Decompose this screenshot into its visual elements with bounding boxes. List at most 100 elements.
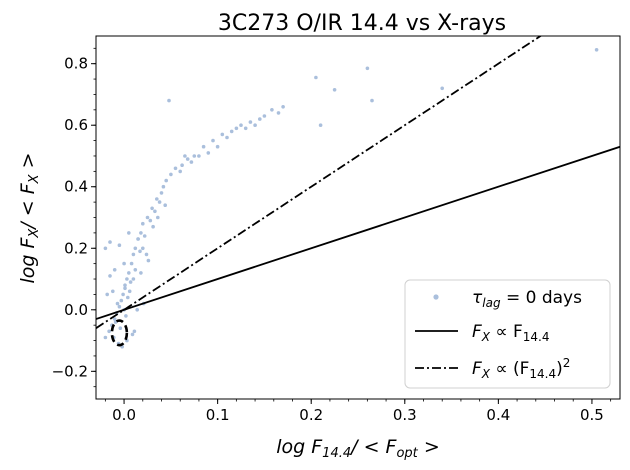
y-tick-label: 0.2: [64, 239, 88, 257]
data-point: [123, 283, 127, 288]
data-point: [150, 206, 154, 211]
data-point: [123, 286, 127, 291]
data-point: [112, 317, 117, 321]
data-point: [153, 209, 157, 214]
data-point: [128, 280, 133, 284]
data-point: [135, 308, 139, 312]
data-point: [127, 289, 132, 294]
data-point: [318, 123, 323, 127]
data-point: [164, 178, 168, 183]
data-point: [161, 184, 166, 189]
data-point: [281, 105, 285, 109]
y-tick-label: −0.2: [52, 362, 88, 380]
x-tick-label: 0.1: [206, 406, 230, 424]
data-point: [180, 163, 184, 167]
linear-relation-line: [96, 145, 620, 320]
legend-marker-points: [433, 294, 439, 300]
legend-entry-label: FX ∝ (F14.4)2: [472, 356, 570, 381]
data-point: [440, 86, 445, 91]
data-point: [117, 304, 122, 309]
data-point: [234, 126, 239, 131]
y-tick-label: 0.4: [64, 178, 88, 196]
data-point: [131, 252, 136, 257]
x-axis-label: log F14.4/ < Fopt >: [276, 436, 440, 461]
data-point: [314, 75, 318, 80]
data-point: [103, 246, 108, 251]
data-point: [139, 231, 143, 235]
data-point: [130, 332, 135, 337]
data-point: [155, 197, 159, 201]
legend-entry-label: τlag = 0 days: [472, 288, 582, 310]
quadratic-relation-line: [96, 36, 543, 329]
data-point: [105, 292, 109, 297]
data-point: [220, 132, 225, 137]
data-point: [157, 200, 162, 204]
data-point: [136, 237, 140, 241]
y-tick-label: 0.6: [64, 116, 88, 134]
legend-box: [404, 279, 611, 389]
data-point: [119, 298, 124, 303]
data-point: [151, 224, 155, 229]
data-point: [258, 117, 262, 121]
data-point: [156, 215, 160, 220]
data-point: [122, 261, 126, 266]
data-point: [178, 169, 182, 174]
data-point: [127, 231, 131, 235]
data-point: [108, 274, 112, 278]
data-point: [115, 301, 120, 306]
data-point: [146, 258, 151, 263]
y-tick-label: 0.8: [64, 55, 88, 73]
x-tick-label: 0.2: [299, 406, 323, 424]
x-tick-label: 0.3: [393, 406, 417, 424]
x-tick-label: 0.4: [486, 406, 510, 424]
data-point: [211, 138, 215, 143]
density-contour: [110, 319, 129, 347]
data-point: [248, 120, 253, 124]
data-point: [141, 221, 145, 226]
data-point: [189, 160, 194, 164]
data-point: [107, 329, 111, 334]
data-point: [243, 126, 248, 131]
data-point: [142, 234, 147, 238]
data-point: [141, 246, 145, 251]
data-point: [365, 66, 370, 71]
data-point: [185, 157, 190, 161]
data-point: [103, 335, 108, 340]
data-point: [139, 271, 143, 275]
data-point: [167, 98, 171, 103]
data-point: [163, 203, 167, 207]
data-point: [118, 326, 123, 331]
data-point: [121, 292, 125, 297]
data-point: [183, 154, 187, 158]
data-point: [159, 191, 164, 195]
data-point: [145, 215, 150, 220]
x-tick-label: 0.5: [580, 406, 604, 424]
data-point: [229, 129, 234, 134]
data-point: [239, 123, 243, 127]
legend-entry-label: FX ∝ F14.4: [472, 322, 549, 344]
data-point: [127, 271, 131, 275]
data-point: [201, 144, 206, 149]
points-layer: [103, 48, 599, 349]
data-point: [133, 246, 138, 251]
y-axis-label: log FX/ < FX >: [17, 152, 42, 283]
x-tick-label: 0.0: [112, 406, 136, 424]
data-point: [215, 144, 220, 149]
data-point: [169, 172, 173, 177]
y-tick-label: 0.0: [64, 301, 88, 319]
data-point: [126, 295, 130, 300]
data-point: [370, 98, 374, 103]
data-point: [112, 268, 117, 272]
chart-title: 3C273 O/IR 14.4 vs X-rays: [218, 11, 506, 36]
data-point: [125, 277, 129, 281]
data-point: [206, 151, 211, 155]
data-point: [133, 268, 138, 272]
data-point: [132, 329, 137, 334]
data-point: [262, 114, 267, 118]
data-point: [594, 48, 599, 52]
legend: τlag = 0 days FX ∝ F14.4 FX ∝ (F14.4)2: [404, 279, 611, 389]
data-point: [148, 218, 153, 223]
ticks-layer: 0.0 0.1 0.2 0.3 0.4 0.5 −0.2 0.0 0.2 0.4 0.6 0.8: [52, 47, 612, 424]
data-point: [197, 154, 201, 158]
